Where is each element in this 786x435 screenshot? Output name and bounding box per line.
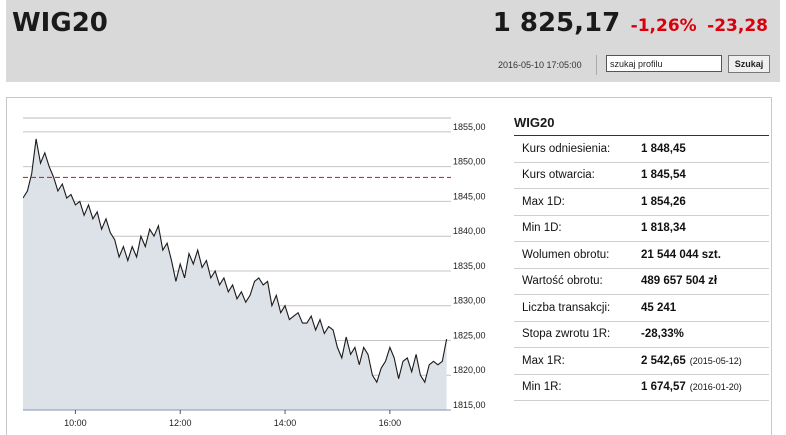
stats-label: Min 1R: [522, 381, 562, 394]
stats-label: Wolumen obrotu: [522, 248, 610, 261]
stats-row: Wolumen obrotu: 21 544 044 szt. [514, 242, 769, 269]
ticker-symbol: WIG20 [12, 8, 108, 38]
stats-value: 21 544 044 szt. [641, 248, 721, 261]
stats-row: Kurs odniesienia: 1 848,45 [514, 136, 769, 163]
stats-row: Max 1R: 2 542,65 (2015-05-12) [514, 348, 769, 375]
y-tick-label: 1840,00 [453, 226, 486, 236]
x-tick-label: 12:00 [169, 418, 192, 428]
x-tick-label: 14:00 [274, 418, 297, 428]
stats-value: 1 674,57 [641, 381, 686, 394]
stats-value: -28,33% [641, 328, 684, 341]
y-tick-label: 1850,00 [453, 157, 486, 167]
stats-date: (2015-05-12) [689, 355, 742, 366]
stats-row: Stopa zwrotu 1R: -28,33% [514, 322, 769, 348]
quote-summary: 1 825,17 -1,26% -23,28 [493, 8, 768, 38]
stats-row: Liczba transakcji: 45 241 [514, 295, 769, 322]
toolbar-divider [596, 55, 597, 75]
stats-title: WIG20 [514, 115, 769, 136]
stats-value: 1 818,34 [641, 222, 686, 235]
y-tick-label: 1835,00 [453, 261, 486, 271]
stats-row: Min 1D: 1 818,34 [514, 216, 769, 242]
stats-label: Wartość obrotu: [522, 275, 603, 288]
change-percent: -1,26% [630, 16, 697, 36]
stats-label: Kurs otwarcia: [522, 169, 595, 182]
stats-row: Kurs otwarcia: 1 845,54 [514, 163, 769, 189]
stats-value: 45 241 [641, 301, 677, 314]
price-line [23, 138, 448, 384]
header-toolbar: 2016-05-10 17:05:00 Szukaj [6, 52, 780, 78]
quote-timestamp: 2016-05-10 17:05:00 [498, 60, 582, 70]
y-tick-label: 1855,00 [453, 122, 486, 132]
stats-date: (2016-01-20) [689, 382, 742, 393]
x-tick-label: 10:00 [64, 418, 87, 428]
stats-value: 1 854,26 [641, 195, 686, 208]
y-tick-label: 1815,00 [453, 400, 486, 410]
profile-search-input[interactable] [606, 55, 722, 72]
quote-panel: 1815,00 1820,00 1825,00 1830,00 1835,00 1840,… [6, 97, 772, 435]
y-tick-label: 1825,00 [453, 330, 486, 340]
intraday-chart: 1815,00 1820,00 1825,00 1830,00 1835,00 1840,… [23, 117, 486, 428]
stats-label: Max 1R: [522, 354, 565, 367]
y-tick-label: 1845,00 [453, 191, 486, 201]
stats-row: Wartość obrotu: 489 657 504 zł [514, 269, 769, 295]
search-button[interactable]: Szukaj [728, 55, 770, 73]
stats-value: 2 542,65 [641, 354, 686, 367]
change-absolute: -23,28 [707, 16, 768, 36]
stats-row: Max 1D: 1 854,26 [514, 189, 769, 216]
y-tick-label: 1820,00 [453, 365, 486, 375]
stats-label: Stopa zwrotu 1R: [522, 328, 611, 341]
stats-row: Min 1R: 1 674,57 (2016-01-20) [514, 375, 769, 401]
stats-label: Min 1D: [522, 222, 562, 235]
y-tick-label: 1830,00 [453, 296, 486, 306]
stats-table: WIG20 Kurs odniesienia: 1 848,45 Kurs otwa… [514, 115, 769, 401]
price-area [23, 138, 447, 410]
stats-label: Liczba transakcji: [522, 301, 611, 314]
stats-value: 489 657 504 zł [641, 275, 718, 288]
x-tick-label: 16:00 [379, 418, 402, 428]
stats-value: 1 845,54 [641, 169, 686, 182]
last-price: 1 825,17 [492, 8, 621, 38]
quote-header: WIG20 1 825,17 -1,26% -23,28 2016-05-10 … [6, 0, 780, 82]
stats-label: Max 1D: [522, 195, 565, 208]
stats-value: 1 848,45 [641, 142, 686, 155]
stats-label: Kurs odniesienia: [522, 142, 611, 155]
